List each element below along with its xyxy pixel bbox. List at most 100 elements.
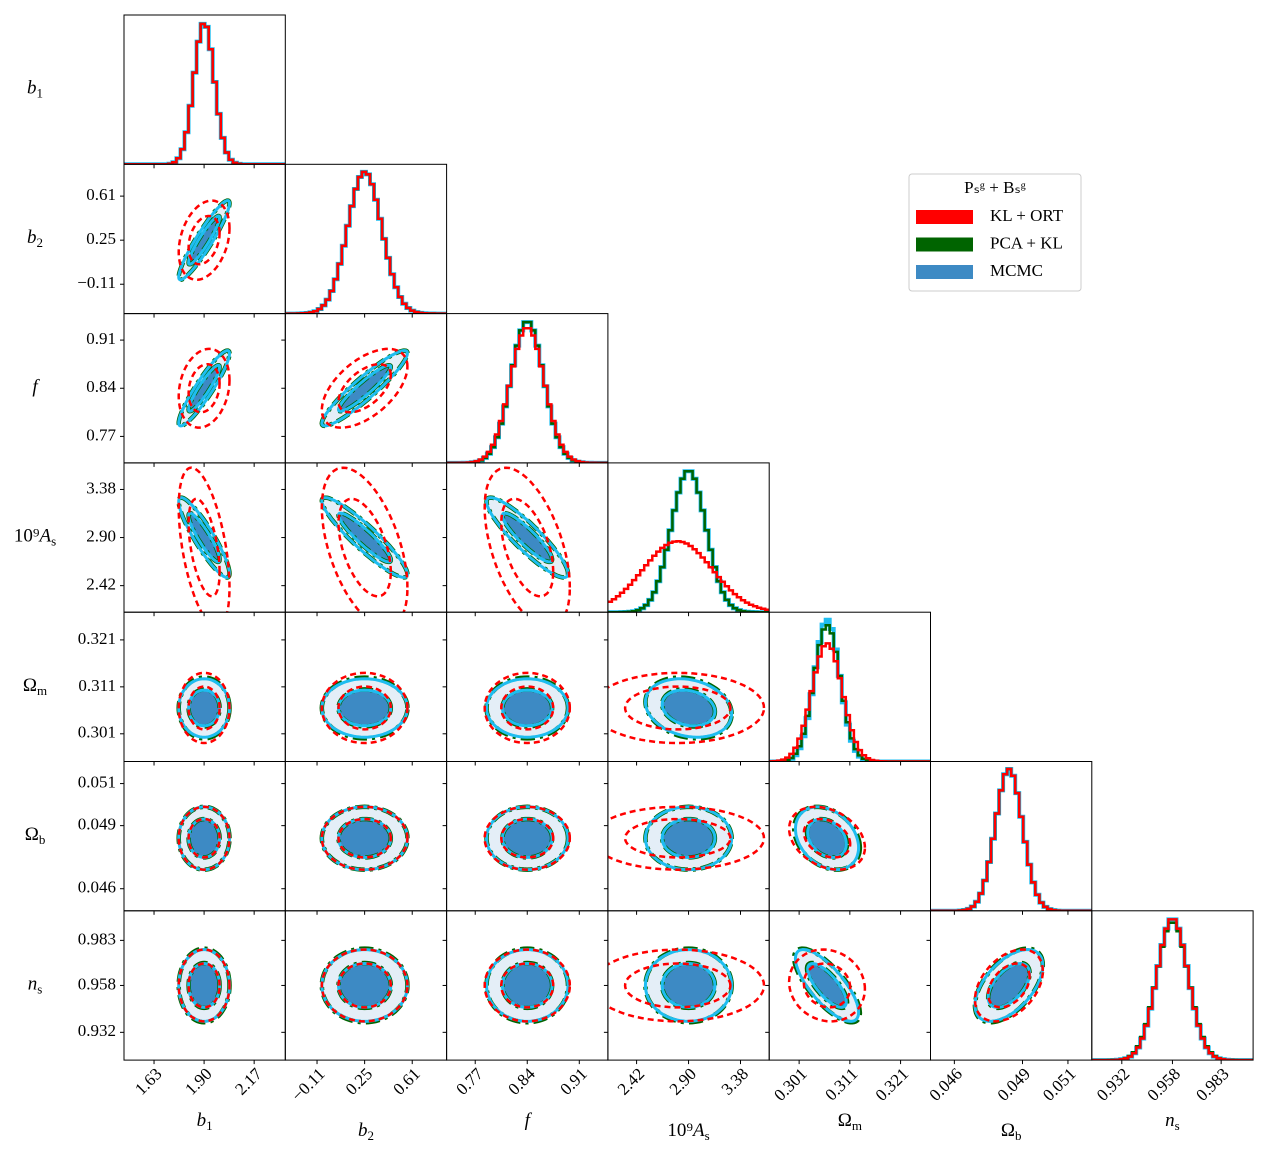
contour bbox=[607, 671, 766, 745]
y-tick-label: 0.046 bbox=[78, 878, 116, 897]
x-tick-label: 2.42 bbox=[614, 1064, 648, 1098]
contour bbox=[787, 805, 867, 871]
contour bbox=[483, 466, 572, 613]
contour bbox=[802, 962, 852, 1009]
contour-1sigma-fill bbox=[338, 513, 391, 562]
x-tick-label: 0.983 bbox=[1192, 1064, 1232, 1104]
contour bbox=[806, 961, 848, 1009]
label-sub: 2 bbox=[367, 1128, 374, 1143]
contour bbox=[607, 948, 766, 1023]
label-sub: m bbox=[37, 683, 47, 698]
legend-label: MCMC bbox=[990, 261, 1043, 280]
panel bbox=[176, 198, 232, 283]
x-tick-label: −0.11 bbox=[288, 1064, 329, 1105]
contour bbox=[177, 948, 231, 1023]
contour bbox=[623, 962, 732, 1009]
histogram bbox=[285, 170, 447, 314]
x-tick-label: 1.90 bbox=[181, 1064, 215, 1098]
contour-1sigma-fill bbox=[338, 365, 391, 412]
label-symbol: Ω bbox=[23, 675, 37, 696]
y-tick-label: 0.311 bbox=[78, 676, 116, 695]
label-symbol: f bbox=[525, 1110, 533, 1131]
contour bbox=[320, 496, 409, 579]
panel-frame bbox=[284, 163, 448, 315]
panel bbox=[319, 671, 410, 745]
axis-label: Ωm bbox=[838, 1110, 862, 1133]
contour bbox=[500, 962, 555, 1009]
axis-label: f bbox=[32, 377, 40, 398]
axis-label: 10⁹As bbox=[14, 526, 56, 549]
contour bbox=[500, 685, 555, 731]
panel bbox=[176, 946, 232, 1025]
contour-1sigma-fill bbox=[188, 963, 220, 1008]
y-tick-label: 2.42 bbox=[86, 575, 116, 594]
label-symbol: Ω bbox=[838, 1110, 852, 1131]
contour bbox=[500, 497, 555, 598]
contour bbox=[643, 805, 734, 872]
panel-frame bbox=[1091, 910, 1254, 1061]
label-symbol: b bbox=[27, 227, 37, 248]
contour-1sigma-fill bbox=[338, 690, 391, 726]
label-sub: s bbox=[37, 981, 42, 996]
legend-title: Pₛᵍ + Bₛᵍ bbox=[964, 178, 1026, 197]
panel-frame bbox=[607, 462, 770, 613]
contour-1sigma-fill bbox=[807, 963, 847, 1008]
histogram bbox=[607, 470, 770, 613]
contour bbox=[483, 671, 572, 745]
contour bbox=[187, 362, 221, 414]
contour bbox=[177, 671, 231, 745]
panel bbox=[607, 946, 766, 1025]
label-prefix: 10⁹ bbox=[667, 1120, 693, 1141]
y-tick-label: 0.77 bbox=[86, 425, 116, 444]
histogram bbox=[930, 767, 1092, 911]
contour bbox=[973, 948, 1045, 1023]
panel bbox=[607, 804, 766, 872]
legend-label: PCA + KL bbox=[990, 233, 1063, 252]
contour bbox=[187, 214, 221, 266]
contour bbox=[177, 347, 231, 429]
y-tick-label: 0.91 bbox=[86, 329, 116, 348]
x-tick-label: 0.321 bbox=[872, 1064, 912, 1104]
contour bbox=[337, 962, 393, 1009]
contour-1sigma-fill bbox=[338, 819, 391, 858]
x-tick-label: 0.049 bbox=[994, 1064, 1034, 1104]
label-prefix: 10⁹ bbox=[14, 526, 40, 547]
contour bbox=[177, 199, 232, 282]
contour bbox=[177, 805, 231, 871]
x-tick-label: 0.301 bbox=[770, 1064, 810, 1104]
contour-1sigma-fill bbox=[338, 963, 391, 1008]
panel bbox=[787, 804, 867, 872]
axis-label: Ωb bbox=[25, 825, 46, 848]
histogram bbox=[607, 469, 770, 613]
histogram bbox=[930, 767, 1092, 911]
contour bbox=[787, 948, 867, 1023]
contour bbox=[187, 511, 222, 564]
contour bbox=[337, 817, 393, 859]
x-tick-label: 0.958 bbox=[1144, 1064, 1184, 1104]
label-sub: b bbox=[39, 832, 46, 847]
histogram bbox=[124, 21, 286, 165]
contour bbox=[177, 466, 231, 613]
y-tick-label: 0.051 bbox=[78, 772, 116, 791]
contour-1sigma-fill bbox=[188, 365, 220, 412]
panel-frame bbox=[123, 14, 286, 165]
histogram bbox=[769, 617, 931, 762]
panel bbox=[446, 320, 608, 463]
x-tick-label: 0.77 bbox=[452, 1064, 487, 1099]
panel bbox=[769, 617, 931, 762]
contour bbox=[177, 349, 232, 428]
x-tick-label: 2.90 bbox=[666, 1064, 700, 1098]
axis-label: Ωm bbox=[23, 675, 47, 698]
label-symbol: n bbox=[28, 974, 38, 995]
panel bbox=[176, 347, 232, 429]
contour bbox=[483, 948, 572, 1023]
contour-1sigma-fill bbox=[502, 963, 553, 1008]
legend-label: KL + ORT bbox=[990, 206, 1064, 225]
contour-1sigma-fill bbox=[502, 819, 553, 858]
contour-1sigma-fill bbox=[188, 216, 220, 265]
label-symbol: A bbox=[37, 526, 51, 547]
histogram bbox=[607, 540, 770, 611]
histogram bbox=[124, 22, 286, 165]
histogram bbox=[285, 169, 447, 314]
